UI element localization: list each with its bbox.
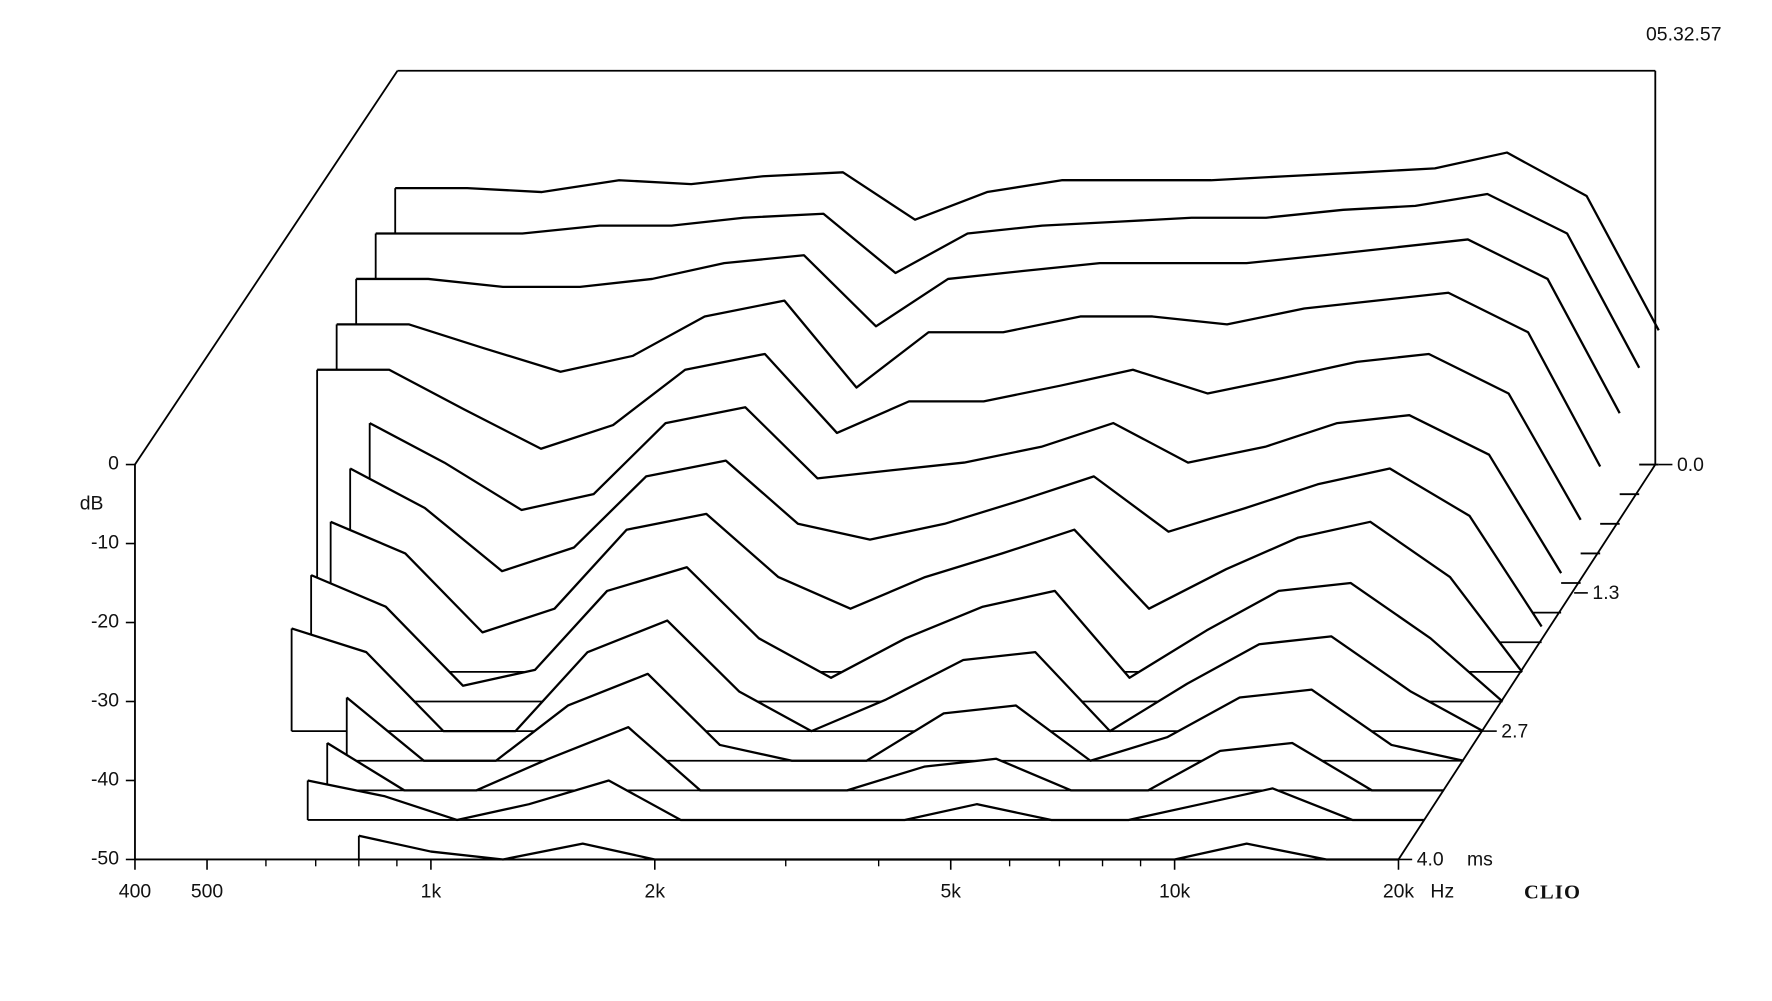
z-tick-label: 4.0 [1417, 849, 1444, 871]
slice-curve [317, 352, 1582, 521]
slice-curve [346, 672, 1464, 762]
slice-fill [358, 835, 1399, 860]
y-tick-label: -10 [91, 532, 119, 554]
x-tick-label: 10k [1159, 881, 1191, 903]
y-tick-label: -50 [91, 848, 119, 870]
slice-curve [330, 512, 1524, 673]
slice-curve [395, 151, 1660, 331]
slice-curve [375, 192, 1641, 369]
slice-curve [291, 619, 1484, 733]
slice-curve [349, 459, 1543, 628]
z-tick-label: 0.0 [1677, 454, 1704, 476]
x-tick-label: 20k [1383, 881, 1415, 903]
y-tick-label: -20 [91, 611, 119, 633]
frame-line [134, 70, 399, 466]
z-tick-label: 1.3 [1592, 582, 1619, 604]
slice-curve [326, 726, 1445, 792]
x-tick-label: 1k [421, 881, 442, 903]
y-tick-label: -30 [91, 690, 119, 712]
x-tick-label: 500 [191, 881, 224, 903]
slice-curve [307, 779, 1425, 822]
z-axis-label: ms [1467, 849, 1493, 871]
y-tick-label: -40 [91, 769, 119, 791]
slice-curve [310, 566, 1504, 703]
slice-fill [327, 727, 1445, 791]
timestamp: 05.32.57 [1646, 24, 1721, 46]
x-tick-label: 400 [119, 881, 152, 903]
slice-curve [369, 406, 1563, 574]
x-tick-label: 5k [940, 881, 961, 903]
slice [326, 726, 1445, 792]
slice-fill [307, 780, 1425, 820]
z-tick-label: 2.7 [1501, 720, 1528, 742]
y-tick-label: 0 [108, 453, 119, 475]
slices [290, 151, 1660, 861]
axis-line [1397, 464, 1657, 860]
slice-curve [336, 291, 1602, 468]
x-axis-label: Hz [1430, 881, 1454, 903]
slice [306, 779, 1425, 822]
x-tick-label: 2k [645, 881, 666, 903]
brand: CLIO [1524, 881, 1581, 903]
slice-curve [356, 238, 1621, 414]
y-axis-label: dB [80, 493, 104, 515]
